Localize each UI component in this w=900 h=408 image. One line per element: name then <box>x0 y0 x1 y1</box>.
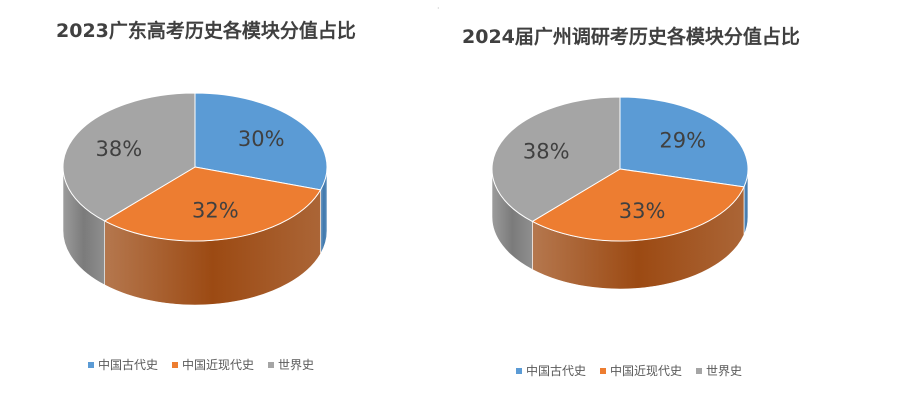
slice-modern <box>103 166 322 242</box>
legend-swatch-orange <box>172 361 179 368</box>
legend-label: 中国古代史 <box>98 358 159 372</box>
legend-label: 中国近现代史 <box>182 358 255 372</box>
legend-label: 中国古代史 <box>526 364 587 378</box>
pie-chart-2023: 30% 32% 38% 2023广东高考历史各模块分值占比 中国古代史 中国近现代史… <box>56 20 356 373</box>
pie-top-faces <box>62 92 328 242</box>
legend-2023: 中国古代史 中国近现代史 世界史 <box>88 356 314 373</box>
pie-top-faces <box>491 96 749 242</box>
legend-item-modern: 中国近现代史 <box>172 356 254 373</box>
legend-label: 世界史 <box>278 358 315 372</box>
legend-2024: 中国古代史 中国近现代史 世界史 <box>516 362 742 379</box>
slice-modern <box>531 168 745 242</box>
slice-ancient <box>619 96 749 188</box>
slice-world <box>491 96 621 223</box>
slice-modern-label: 33% <box>619 199 666 223</box>
slice-world-label: 38% <box>96 137 143 161</box>
legend-swatch-gray <box>268 361 275 368</box>
legend-item-modern: 中国近现代史 <box>600 362 682 379</box>
legend-label: 世界史 <box>706 364 743 378</box>
slice-ancient-label: 30% <box>238 127 285 151</box>
chart-title-2023: 2023广东高考历史各模块分值占比 <box>56 20 356 42</box>
pie-chart-2024: 29% 33% 38% 2024届广州调研考历史各模块分值占比 中国古代史 中国近现… <box>430 0 880 408</box>
pie-chart-2023-svg: 30% 32% 38% <box>62 92 328 306</box>
legend-swatch-blue <box>516 367 522 374</box>
legend-item-world: 世界史 <box>696 362 742 379</box>
legend-swatch-orange <box>600 367 607 374</box>
dot-separator: · <box>437 4 440 13</box>
slice-ancient <box>194 92 328 191</box>
legend-item-ancient: 中国古代史 <box>88 356 158 373</box>
legend-swatch-blue <box>88 361 94 368</box>
legend-item-ancient: 中国古代史 <box>516 362 586 379</box>
pie-chart-2024-svg: 29% 33% 38% <box>491 96 749 290</box>
slice-modern-label: 32% <box>192 198 239 222</box>
slice-ancient-label: 29% <box>659 129 706 153</box>
chart-title-2024: 2024届广州调研考历史各模块分值占比 <box>462 26 800 48</box>
slice-world <box>62 92 196 222</box>
legend-swatch-gray <box>696 367 703 374</box>
legend-label: 中国近现代史 <box>610 364 683 378</box>
slice-world-label: 38% <box>523 140 570 164</box>
legend-item-world: 世界史 <box>268 356 314 373</box>
